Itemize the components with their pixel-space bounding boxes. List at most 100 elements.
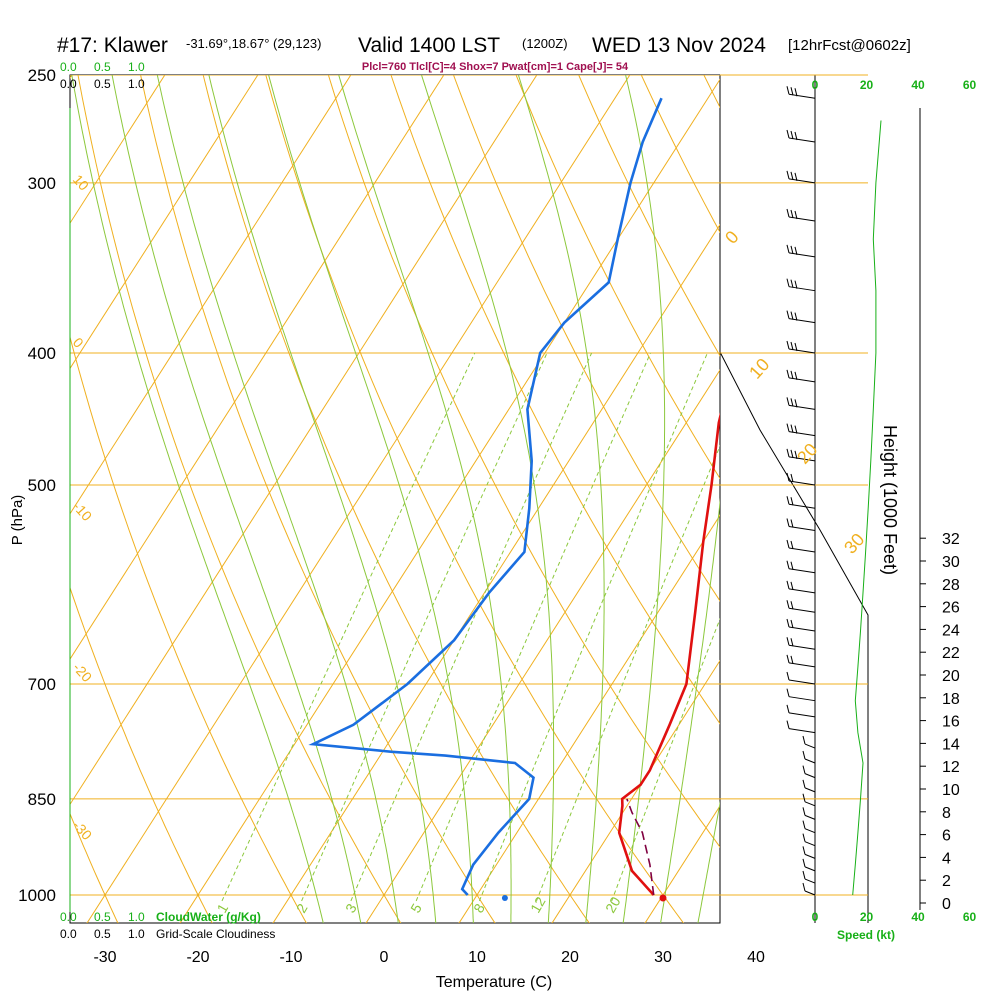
dry-adiabat-line — [452, 75, 720, 602]
wind-barb-flag — [786, 618, 790, 628]
x-axis-title: Temperature (C) — [436, 974, 552, 991]
dry-adiabat-line — [578, 75, 720, 357]
wind-barb — [786, 244, 816, 258]
wind-barb — [786, 496, 816, 509]
wind-barb-flag — [786, 671, 790, 681]
dry-adiabat-label: -20 — [70, 659, 96, 685]
wind-barb-flag — [786, 423, 790, 432]
forecast-date: WED 13 Nov 2024 — [592, 34, 766, 57]
wind-barb-flag — [786, 244, 790, 253]
cloudwater-scale-top: 1.0 — [128, 60, 145, 74]
cloudwater-scale-bottom: 0.5 — [94, 910, 111, 924]
wind-barb-flag — [790, 245, 794, 254]
speed-scale-top: 20 — [860, 78, 874, 92]
isotherm-line — [458, 514, 720, 923]
wind-barb-flag — [790, 130, 794, 140]
wind-barb-flag — [794, 425, 798, 434]
mixing-ratio-line — [478, 352, 708, 902]
cloudwater-scale-top: 0.5 — [94, 60, 111, 74]
wind-barb — [802, 765, 816, 779]
mixing-ratio-line — [611, 617, 720, 902]
dry-adiabat-line — [265, 75, 685, 923]
wind-barb — [786, 618, 816, 632]
wind-barb-flag — [786, 310, 790, 319]
moist-adiabat-line — [111, 75, 362, 923]
wind-barb-flag — [786, 340, 790, 350]
wind-barb-staff — [804, 801, 816, 807]
dry-adiabat-line — [803, 26, 1000, 930]
wind-panel — [720, 74, 882, 896]
mixing-ratio-line — [221, 352, 476, 902]
wind-barb-flag — [790, 561, 794, 570]
dry-adiabat-label: -10 — [70, 498, 96, 524]
isotherm-line — [86, 75, 631, 923]
wind-barb-staff — [788, 728, 816, 734]
background-lines — [70, 26, 1000, 930]
wind-barb-flag — [794, 131, 798, 141]
isotherm-line — [734, 26, 1000, 930]
wind-barb — [786, 310, 816, 324]
pressure-tick-label: 300 — [28, 174, 56, 193]
height-axis-title: Height (1000 Feet) — [880, 425, 900, 575]
forecast-run: [12hrFcst@0602z] — [788, 37, 911, 54]
wind-barb — [802, 846, 816, 859]
isotherm-label: 0 — [721, 227, 743, 248]
moist-adiabat-line — [156, 75, 399, 923]
moist-adiabat-line — [71, 75, 324, 923]
height-tick-label: 28 — [942, 577, 960, 594]
wind-barb — [786, 423, 816, 437]
moist-adiabat-line — [660, 497, 720, 923]
sounding-params: Plcl=760 Tlcl[C]=4 Shox=7 Pwat[cm]=1 Cap… — [362, 61, 629, 73]
wind-barb — [802, 820, 816, 834]
wind-barb — [786, 688, 816, 702]
mixing-ratio-line — [536, 444, 720, 902]
wind-barb-flag — [794, 88, 798, 97]
dry-adiabat-line — [70, 586, 213, 923]
wind-barb-staff — [804, 853, 816, 859]
wind-barb-flag — [802, 858, 806, 867]
wind-barb-flag — [802, 820, 806, 829]
speed-scale-bottom: 0 — [812, 910, 819, 924]
dry-adiabat-line — [515, 75, 720, 480]
mixing-ratio-label: 12 — [527, 894, 549, 916]
cloudiness-scale-bottom: 0.5 — [94, 927, 111, 941]
wind-speed-trace — [852, 120, 882, 896]
wind-barb — [802, 779, 816, 793]
moist-adiabat-line — [622, 75, 666, 923]
y-axis-title: P (hPa) — [9, 495, 26, 546]
wind-barb-flag — [802, 793, 806, 802]
wind-barb-flag — [786, 208, 790, 218]
mixing-ratio-line — [415, 352, 651, 902]
wind-barb-flag — [786, 170, 790, 179]
wind-barb-flag — [786, 688, 790, 697]
speed-scale-bottom: 20 — [860, 910, 874, 924]
isotherm-line — [70, 75, 445, 660]
wind-barb-flag — [790, 341, 794, 351]
wind-barb-flag — [790, 581, 794, 590]
isotherm-line — [179, 78, 720, 923]
wind-barb — [786, 448, 816, 462]
wind-barb-flag — [802, 750, 806, 760]
wind-barb — [786, 654, 816, 668]
height-tick-label: 30 — [942, 554, 960, 571]
speed-axis-title: Speed (kt) — [837, 928, 895, 942]
wind-barb-flag — [790, 370, 794, 379]
isotherm-line — [70, 75, 259, 370]
surface-dewpoint-marker — [501, 895, 508, 901]
wind-barb-flag — [786, 600, 790, 609]
wind-barb — [802, 882, 816, 896]
dry-adiabat-line — [327, 75, 720, 848]
wind-barb-staff — [804, 866, 816, 872]
x-tick-label: 0 — [380, 949, 389, 966]
speed-scale-top: 0 — [812, 78, 819, 92]
dry-adiabat-label: -30 — [70, 817, 96, 843]
sounding-traces — [308, 97, 720, 902]
wind-barb — [786, 86, 816, 99]
moist-adiabat-line — [208, 75, 437, 923]
wind-barb-flag — [786, 496, 790, 505]
height-tick-label: 2 — [942, 873, 951, 890]
wind-barb — [786, 472, 816, 486]
wind-barb-flag — [794, 246, 798, 255]
wind-barb-flag — [786, 720, 790, 729]
